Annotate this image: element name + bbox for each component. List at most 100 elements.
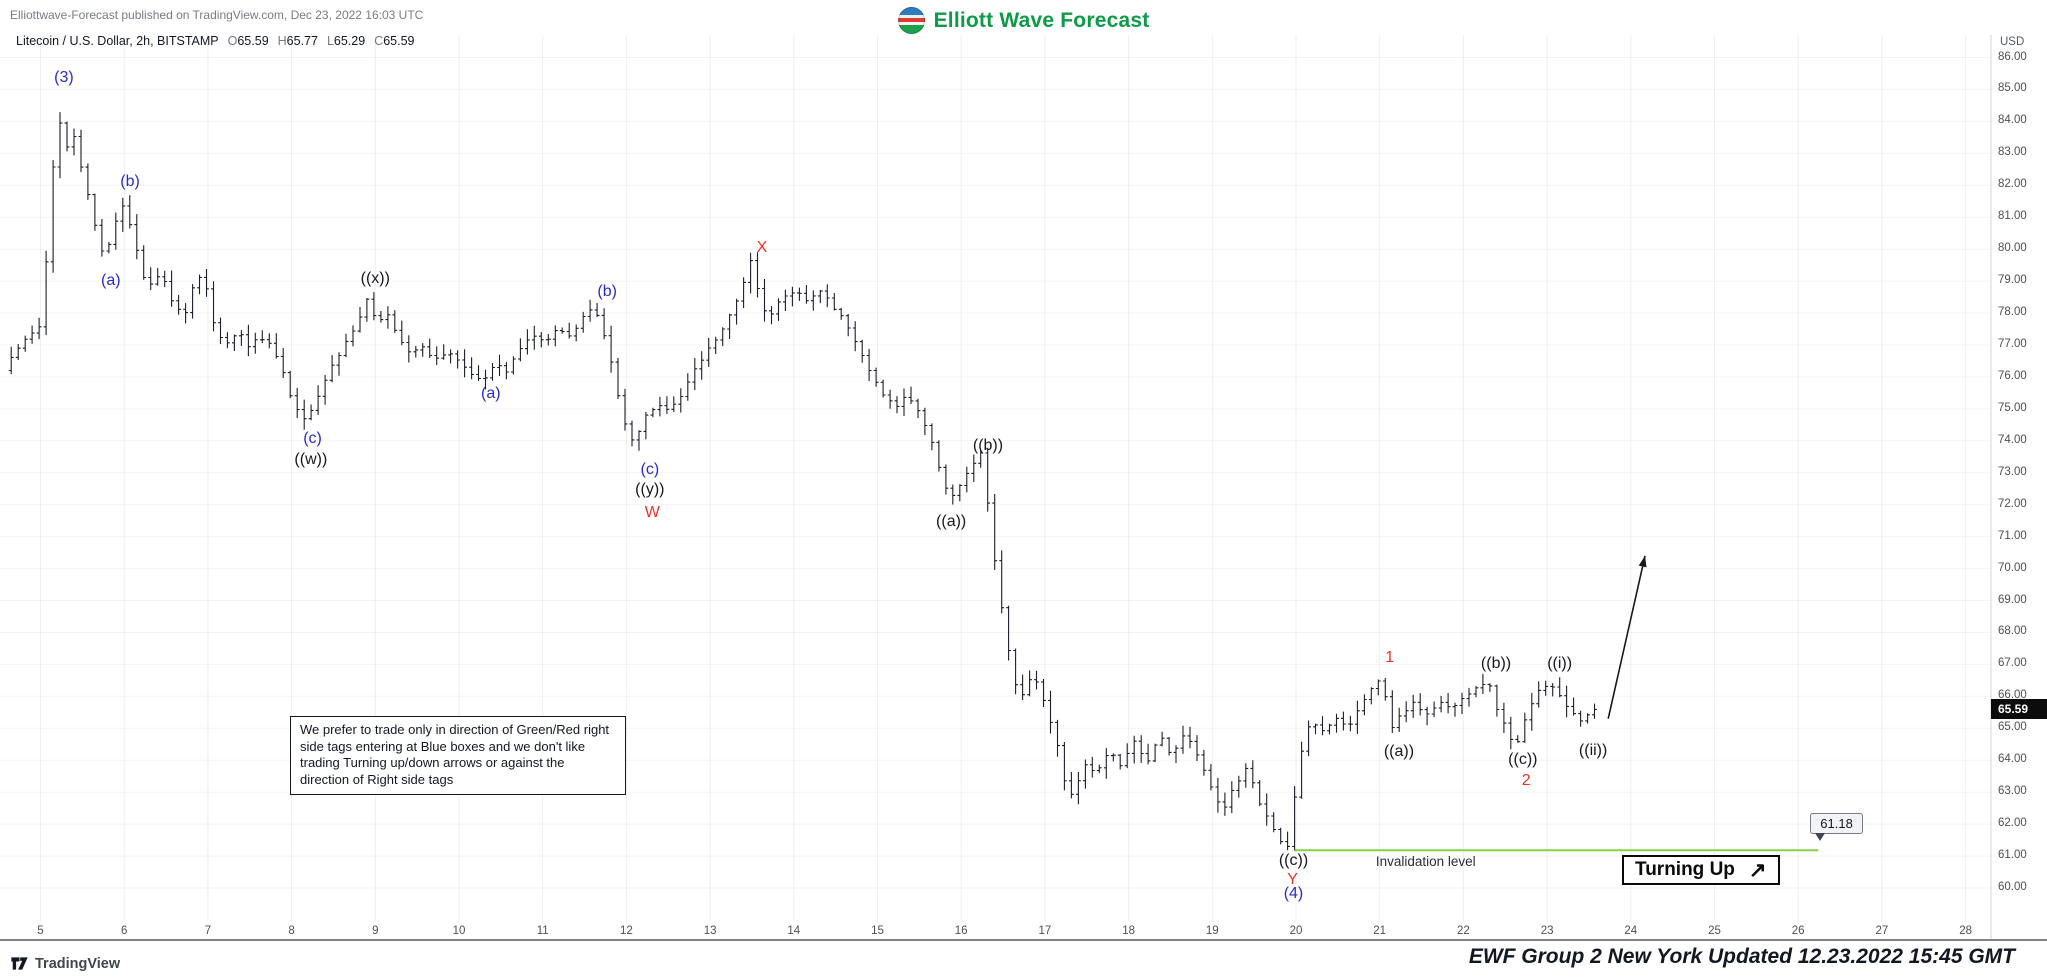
time-tick-label: 15 <box>871 925 884 937</box>
wave-label: Y <box>1287 871 1298 888</box>
wave-label: ((b)) <box>1480 655 1512 673</box>
price-tick-label: 60.00 <box>1998 880 2027 893</box>
price-tick-label: 83.00 <box>1998 146 2027 159</box>
tradingview-logo-icon <box>11 957 28 970</box>
last-price-label: 65.59 <box>1991 699 2047 720</box>
wave-label: ((a)) <box>1383 743 1415 761</box>
currency-label: USD <box>2000 36 2025 48</box>
wave-label: ((a)) <box>936 513 967 531</box>
wave-label: ((y)) <box>635 481 665 499</box>
price-tick-label: 80.00 <box>1998 242 2027 255</box>
tradingview-branding[interactable]: TradingView <box>10 954 120 973</box>
open-label: O <box>227 34 238 48</box>
wave-label: (c) <box>640 460 660 478</box>
attribution-text: Elliottwave-Forecast published on Tradin… <box>10 8 424 22</box>
time-tick-label: 10 <box>452 925 466 937</box>
time-tick-label: 20 <box>1289 925 1303 937</box>
wave-label: ((x)) <box>360 270 390 288</box>
price-tick-label: 64.00 <box>1998 753 2027 766</box>
price-tick-label: 67.00 <box>1998 657 2027 670</box>
price-tick-label: 73.00 <box>1998 465 2027 478</box>
ewf-logo-text: Elliott Wave Forecast <box>933 8 1150 32</box>
wave-label: ((w)) <box>294 450 328 468</box>
low-value: 65.29 <box>333 34 366 48</box>
turning-up-label: Turning Up <box>1635 859 1735 880</box>
tradingview-label: TradingView <box>35 955 121 972</box>
time-tick-label: 14 <box>787 925 801 937</box>
time-tick-label: 28 <box>1959 925 1972 937</box>
symbol-title: Litecoin / U.S. Dollar, 2h, BITSTAMP <box>16 34 219 48</box>
time-tick-label: 17 <box>1038 925 1052 937</box>
ewf-logo-icon <box>897 7 925 34</box>
price-tick-label: 62.00 <box>1998 817 2027 830</box>
time-tick-label: 21 <box>1373 925 1387 937</box>
price-tick-label: 84.00 <box>1998 114 2027 127</box>
time-tick-label: 27 <box>1875 925 1889 937</box>
price-tick-label: 70.00 <box>1998 561 2027 574</box>
time-tick-label: 5 <box>37 925 44 937</box>
close-value: 65.59 <box>383 34 415 48</box>
wave-label: (a) <box>481 385 501 403</box>
wave-label: W <box>644 503 660 521</box>
price-tick-label: 85.00 <box>1998 82 2027 95</box>
wave-label: ((ii)) <box>1578 741 1608 759</box>
price-tick-label: 81.00 <box>1998 210 2027 223</box>
time-tick-label: 19 <box>1205 925 1219 937</box>
price-tick-label: 69.00 <box>1998 593 2027 606</box>
wave-label: ((i)) <box>1547 655 1573 673</box>
time-tick-label: 18 <box>1122 925 1135 937</box>
price-tick-label: 76.00 <box>1998 369 2027 382</box>
price-tick-label: 74.00 <box>1998 433 2027 446</box>
ewf-logo: Elliott Wave Forecast <box>897 7 1150 34</box>
time-tick-label: 25 <box>1708 925 1721 937</box>
wave-label: ((c)) <box>1278 851 1309 869</box>
ewf-caption: EWF Group 2 New York Updated 12.23.2022 … <box>1468 945 2015 968</box>
price-tick-label: 71.00 <box>1998 529 2027 542</box>
chart-legend: Litecoin / U.S. Dollar, 2h, BITSTAMP O65.… <box>16 34 415 48</box>
time-tick-label: 6 <box>120 925 128 937</box>
time-tick-label: 13 <box>703 925 717 937</box>
invalidation-level-text: Invalidation level <box>1375 854 1476 870</box>
price-tick-label: 75.00 <box>1998 401 2027 414</box>
wave-label: ((c)) <box>1508 751 1538 769</box>
price-tick-label: 65.00 <box>1998 721 2027 734</box>
wave-label: X <box>756 238 768 256</box>
time-tick-label: 26 <box>1791 925 1805 937</box>
wave-label: (4) <box>1283 885 1304 903</box>
time-tick-label: 23 <box>1540 925 1554 937</box>
price-tick-label: 61.00 <box>1998 849 2027 862</box>
wave-label: (b) <box>120 173 140 191</box>
wave-label: 2 <box>1521 771 1531 789</box>
time-tick-label: 16 <box>954 925 968 937</box>
wave-label: (b) <box>597 283 617 301</box>
price-tick-label: 72.00 <box>1998 497 2027 510</box>
up-right-arrow-icon: ↗ <box>1748 858 1767 882</box>
price-tick-label: 79.00 <box>1998 274 2027 287</box>
time-tick-label: 11 <box>536 925 549 937</box>
wave-label: 1 <box>1385 649 1395 666</box>
price-tick-label: 63.00 <box>1998 785 2027 798</box>
low-label: L <box>326 34 334 48</box>
wave-label: (c) <box>303 430 322 448</box>
price-tick-label: 78.00 <box>1998 306 2027 319</box>
trading-note-box: We prefer to trade only in direction of … <box>290 716 626 795</box>
open-value: 65.59 <box>237 34 269 48</box>
price-tick-label: 68.00 <box>1998 625 2027 638</box>
time-tick-label: 9 <box>372 925 379 937</box>
price-tick-label: 82.00 <box>1998 178 2027 191</box>
time-tick-label: 22 <box>1456 925 1470 937</box>
time-tick-label: 12 <box>619 925 633 937</box>
price-tick-label: 86.00 <box>1998 50 2027 63</box>
wave-label: (a) <box>101 272 121 290</box>
price-axis[interactable]: USD 65.59 86.00 85.00 84.00 83.00 82.00 81.00… <box>1991 0 2047 979</box>
time-tick-label: 24 <box>1624 925 1638 937</box>
price-tick-label: 66.00 <box>1998 689 2027 702</box>
wave-label: (3) <box>54 69 74 87</box>
close-label: C <box>374 34 384 48</box>
invalidation-price-value: 61.18 <box>1820 816 1853 832</box>
time-tick-label: 7 <box>204 925 212 937</box>
time-tick-label: 8 <box>288 925 295 937</box>
